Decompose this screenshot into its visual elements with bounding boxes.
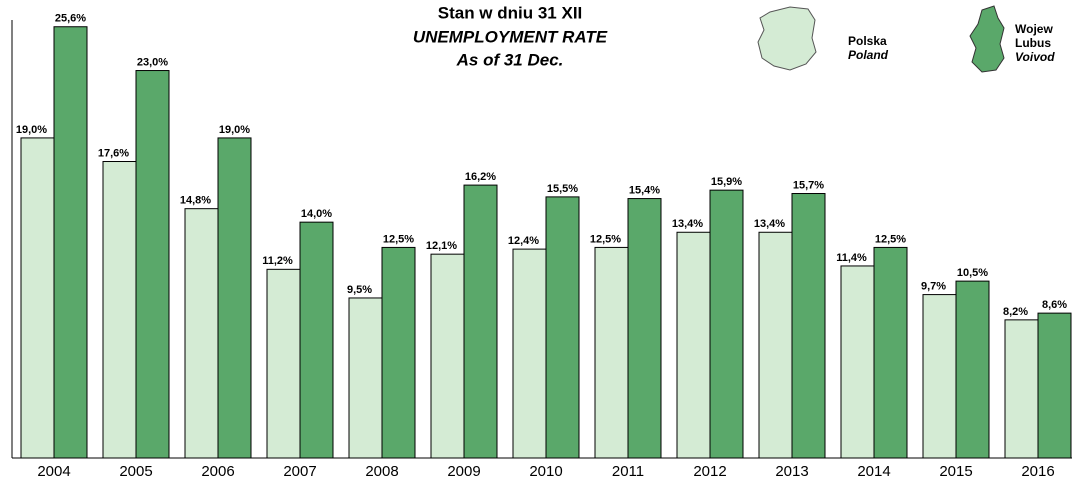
bar	[217, 137, 252, 459]
value-label: 17,6%	[98, 147, 129, 159]
value-label: 11,4%	[836, 252, 867, 264]
value-label: 14,8%	[180, 195, 211, 207]
x-tick-label: 2014	[857, 463, 890, 480]
legend-label: Voivod	[1015, 50, 1055, 64]
value-label: 14,0%	[301, 208, 332, 220]
bar	[955, 280, 990, 459]
value-label: 12,4%	[508, 235, 539, 247]
bar	[463, 184, 498, 459]
bar	[709, 189, 744, 459]
legend-map-lubuskie	[969, 5, 1005, 73]
x-tick-label: 2010	[529, 463, 562, 480]
value-label: 15,4%	[629, 184, 660, 196]
bar	[135, 70, 170, 459]
value-label: 12,5%	[383, 233, 414, 245]
value-label: 25,6%	[55, 13, 86, 25]
bar	[348, 297, 383, 459]
value-label: 9,7%	[921, 280, 946, 292]
bar	[791, 193, 826, 459]
x-tick-label: 2004	[37, 463, 70, 480]
value-label: 19,0%	[219, 124, 250, 136]
value-label: 10,5%	[957, 267, 988, 279]
x-tick-label: 2011	[612, 463, 644, 480]
bar	[430, 253, 465, 459]
x-tick-label: 2016	[1021, 463, 1054, 480]
x-tick-label: 2008	[365, 463, 398, 480]
x-tick-label: 2007	[283, 463, 316, 480]
chart-title: Stan w dniu 31 XII	[438, 3, 583, 22]
legend-label: Poland	[848, 48, 889, 62]
bar	[627, 198, 662, 459]
bar	[840, 265, 875, 459]
value-label: 23,0%	[137, 56, 168, 68]
bar	[676, 231, 711, 459]
bar	[102, 161, 137, 459]
bar	[299, 221, 334, 459]
value-label: 11,2%	[262, 255, 293, 267]
value-label: 13,4%	[754, 218, 785, 230]
bar	[1037, 312, 1072, 459]
value-label: 12,1%	[426, 240, 457, 252]
value-label: 19,0%	[16, 124, 47, 136]
value-label: 12,5%	[875, 233, 906, 245]
value-label: 13,4%	[672, 218, 703, 230]
value-label: 8,6%	[1042, 299, 1067, 311]
x-tick-label: 2009	[447, 463, 480, 480]
legend-label: Polska	[848, 34, 887, 48]
x-tick-label: 2013	[775, 463, 808, 480]
bar	[1004, 319, 1039, 459]
bar	[184, 208, 219, 459]
value-label: 12,5%	[590, 233, 621, 245]
bar	[873, 246, 908, 459]
bar	[381, 246, 416, 459]
value-label: 9,5%	[347, 284, 372, 296]
legend-map-poland	[757, 6, 817, 71]
chart-subtitle: UNEMPLOYMENT RATE	[413, 27, 608, 46]
legend-label: Wojew	[1015, 22, 1053, 36]
bar	[594, 246, 629, 459]
chart-subtitle: As of 31 Dec.	[456, 50, 564, 69]
bar	[512, 248, 547, 459]
bar	[922, 294, 957, 459]
x-tick-label: 2012	[693, 463, 726, 480]
x-tick-label: 2006	[201, 463, 234, 480]
value-label: 15,9%	[711, 176, 742, 188]
legend-label: Lubus	[1015, 36, 1051, 50]
x-tick-label: 2015	[939, 463, 972, 480]
bar	[545, 196, 580, 459]
value-label: 16,2%	[465, 171, 496, 183]
bar	[266, 268, 301, 459]
bar	[53, 26, 88, 459]
value-label: 15,7%	[793, 179, 824, 191]
value-label: 8,2%	[1003, 306, 1028, 318]
x-tick-label: 2005	[119, 463, 152, 480]
bar	[758, 231, 793, 459]
value-label: 15,5%	[547, 183, 578, 195]
bar	[20, 137, 55, 459]
